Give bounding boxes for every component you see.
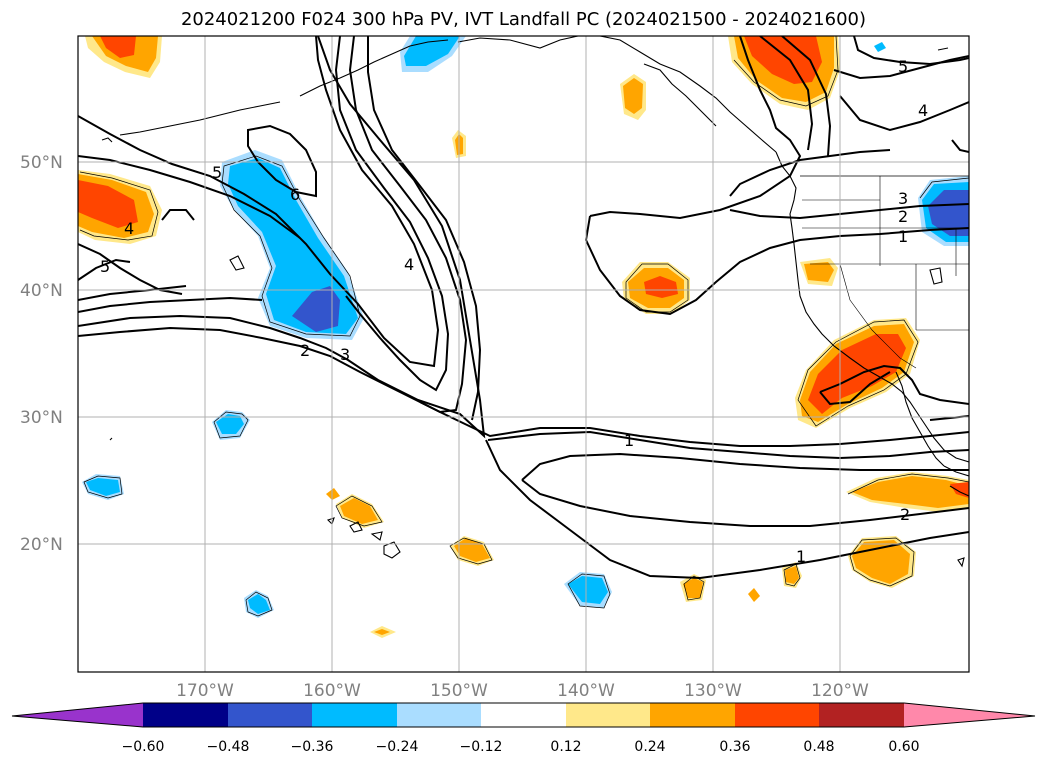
lon-tick-label: 150°W xyxy=(430,681,488,701)
colorbar-segment xyxy=(481,703,566,727)
colorbar-ticks: −0.60 −0.48 −0.36 −0.24 −0.12 0.12 0.24 … xyxy=(122,739,920,755)
lat-tick-labels: 50°N 40°N 30°N 20°N xyxy=(20,153,63,555)
colorbar-tick-label: −0.60 xyxy=(122,739,165,755)
lon-tick-label: 120°W xyxy=(811,681,869,701)
lat-tick-label: 40°N xyxy=(20,281,63,301)
negative-anomaly xyxy=(874,42,886,52)
contour-label: 2 xyxy=(900,505,910,524)
colorbar-tick-label: 0.48 xyxy=(803,739,834,755)
negative-anomaly xyxy=(928,190,969,236)
positive-anomaly xyxy=(852,476,969,508)
gridlines xyxy=(78,36,969,672)
colorbar-segment xyxy=(143,703,228,727)
colorbar-segment xyxy=(735,703,819,727)
positive-anomaly xyxy=(644,276,678,298)
contour-label: 4 xyxy=(404,255,414,274)
colorbar-extend-low xyxy=(12,703,143,727)
colorbar: −0.60 −0.48 −0.36 −0.24 −0.12 0.12 0.24 … xyxy=(11,702,1036,755)
lon-tick-label: 160°W xyxy=(303,681,361,701)
colorbar-tick-label: 0.36 xyxy=(719,739,750,755)
colorbar-tick-label: 0.12 xyxy=(550,739,581,755)
contour-label: 5 xyxy=(212,163,222,182)
contour-label: 2 xyxy=(300,341,310,360)
colorbar-segment xyxy=(397,703,481,727)
contour-labels: 5 6 4 5 4 3 2 4 3 2 1 5 1 2 1 xyxy=(100,57,928,566)
colorbar-tick-label: −0.48 xyxy=(207,739,250,755)
positive-anomaly xyxy=(804,262,834,282)
positive-anomaly xyxy=(683,578,703,598)
colorbar-tick-label: −0.24 xyxy=(376,739,419,755)
negative-anomaly xyxy=(404,36,460,66)
negative-anomaly xyxy=(292,286,340,332)
positive-anomaly xyxy=(340,498,378,524)
contour-label: 5 xyxy=(898,57,908,76)
colorbar-segment xyxy=(566,703,650,727)
positive-anomaly xyxy=(374,629,390,635)
lat-tick-label: 50°N xyxy=(20,153,63,173)
map-title: 2024021200 F024 300 hPa PV, IVT Landfall… xyxy=(180,9,867,30)
colorbar-tick-label: 0.60 xyxy=(888,739,919,755)
colorbar-segment xyxy=(650,703,735,727)
positive-anomaly xyxy=(748,588,760,602)
lat-tick-label: 20°N xyxy=(20,535,63,555)
negative-anomaly xyxy=(248,594,270,614)
positive-anomaly xyxy=(100,36,136,58)
colorbar-extend-high xyxy=(904,703,1035,727)
positive-anomaly xyxy=(78,180,138,228)
colorbar-tick-label: −0.12 xyxy=(460,739,503,755)
colorbar-segment xyxy=(228,703,312,727)
map-plot-area: 5 6 4 5 4 3 2 4 3 2 1 5 1 2 1 xyxy=(78,36,969,672)
lon-tick-label: 170°W xyxy=(176,681,234,701)
contour-label: 4 xyxy=(124,219,134,238)
significance-outlines xyxy=(79,36,969,617)
positive-anomaly xyxy=(744,36,822,84)
lat-tick-label: 30°N xyxy=(20,408,63,428)
contour-label: 1 xyxy=(796,547,806,566)
contour-label: 3 xyxy=(340,345,350,364)
map-frame xyxy=(77,35,970,673)
colorbar-segment xyxy=(312,703,397,727)
colorbar-segment xyxy=(819,703,904,727)
contour-label: 4 xyxy=(918,101,928,120)
positive-anomaly xyxy=(623,78,643,114)
positive-anomaly xyxy=(326,488,340,500)
contour-label: 2 xyxy=(898,207,908,226)
lon-tick-label: 130°W xyxy=(684,681,742,701)
coastlines xyxy=(101,36,969,568)
pv-contours xyxy=(78,36,969,580)
contour-label: 3 xyxy=(898,189,908,208)
negative-anomaly xyxy=(216,414,244,434)
negative-anomaly xyxy=(568,576,608,604)
colorbar-tick-label: 0.24 xyxy=(634,739,665,755)
shading-layer xyxy=(78,36,969,638)
contour-label: 5 xyxy=(100,257,110,276)
colorbar-tick-label: −0.36 xyxy=(291,739,334,755)
positive-anomaly xyxy=(852,540,910,584)
colorbar-outline xyxy=(11,702,1036,728)
positive-anomaly xyxy=(808,334,906,414)
lon-tick-labels: 170°W 160°W 150°W 140°W 130°W 120°W xyxy=(176,681,869,701)
contour-label: 1 xyxy=(898,227,908,246)
contour-label: 6 xyxy=(290,185,300,204)
negative-anomaly xyxy=(86,478,120,496)
lon-tick-label: 140°W xyxy=(557,681,615,701)
positive-anomaly xyxy=(785,566,799,584)
contour-label: 1 xyxy=(624,431,634,450)
